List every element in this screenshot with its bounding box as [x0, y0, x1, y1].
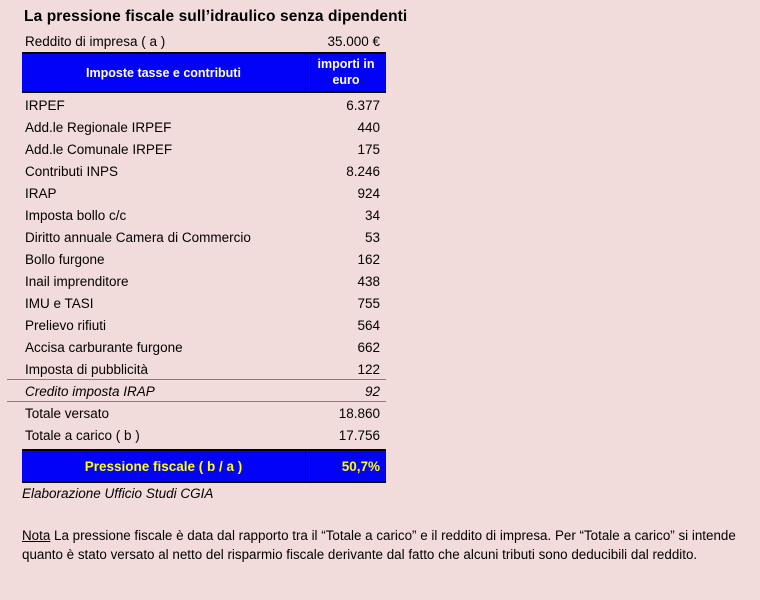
- header-value-column: importi in euro: [317, 56, 375, 87]
- row-value: 440: [357, 119, 380, 135]
- table-row: Add.le Regionale IRPEF 440: [22, 116, 386, 138]
- table-row-totale-versato: Totale versato 18.860: [7, 401, 386, 424]
- row-label: Add.le Regionale IRPEF: [25, 119, 172, 135]
- row-label: Totale versato: [25, 405, 110, 421]
- row-value: 53: [364, 229, 380, 245]
- table-row: Contributi INPS 8.246: [22, 160, 386, 182]
- header-label-column: Imposte tasse e contributi: [22, 54, 306, 91]
- row-label: Add.le Comunale IRPEF: [25, 141, 173, 157]
- row-label: IRAP: [25, 185, 57, 201]
- table-row-credito-imposta: Credito imposta IRAP 92: [7, 379, 386, 402]
- income-label: Reddito di impresa ( a ): [25, 34, 166, 49]
- row-value: 662: [357, 339, 380, 355]
- row-value: 924: [357, 185, 380, 201]
- table-row: Add.le Comunale IRPEF 175: [22, 138, 386, 160]
- table-row: IMU e TASI 755: [22, 292, 386, 314]
- footnote-text: La pressione fiscale è data dal rapporto…: [22, 528, 736, 563]
- row-value: 755: [357, 295, 380, 311]
- row-label: Credito imposta IRAP: [25, 383, 155, 399]
- table-row: Imposta bollo c/c 34: [22, 204, 386, 226]
- row-label: Diritto annuale Camera di Commercio: [25, 229, 251, 245]
- table-row-totale-a-carico: Totale a carico ( b ) 17.756: [22, 424, 386, 446]
- table-row: Prelievo rifiuti 564: [22, 314, 386, 336]
- table-row: Accisa carburante furgone 662: [22, 336, 386, 358]
- row-value: 92: [364, 383, 380, 399]
- row-value: 34: [364, 207, 380, 223]
- table-row: IRAP 924: [22, 182, 386, 204]
- row-value: 8.246: [346, 163, 380, 179]
- income-row: Reddito di impresa ( a ) 35.000 €: [22, 31, 386, 52]
- footnote: Nota La pressione fiscale è data dal rap…: [22, 526, 744, 564]
- table-row: IRPEF 6.377: [22, 94, 386, 116]
- footnote-label: Nota: [22, 528, 51, 543]
- row-label: Accisa carburante furgone: [25, 339, 183, 355]
- row-value: 564: [357, 317, 380, 333]
- row-value: 6.377: [346, 97, 380, 113]
- row-label: Prelievo rifiuti: [25, 317, 107, 333]
- document-page: La pressione fiscale sull’idraulico senz…: [7, 8, 744, 564]
- table-row: Diritto annuale Camera di Commercio 53: [22, 226, 386, 248]
- table-row: Inail imprenditore 438: [22, 270, 386, 292]
- row-label: IRPEF: [25, 97, 65, 113]
- table-row: Imposta di pubblicità 122: [22, 358, 386, 380]
- table-body: IRPEF 6.377 Add.le Regionale IRPEF 440 A…: [7, 93, 386, 448]
- row-value: 162: [357, 251, 380, 267]
- fiscal-pressure-value: 50,7%: [341, 458, 380, 474]
- row-label: Totale a carico ( b ): [25, 427, 140, 443]
- source-attribution: Elaborazione Ufficio Studi CGIA: [22, 486, 214, 501]
- row-label: Contributi INPS: [25, 163, 119, 179]
- row-label: Imposta bollo c/c: [25, 207, 127, 223]
- table-row: Bollo furgone 162: [22, 248, 386, 270]
- income-value: 35.000 €: [327, 34, 380, 49]
- table-header-row: Imposte tasse e contributi importi in eu…: [22, 52, 386, 93]
- fiscal-pressure-row: Pressione fiscale ( b / a ) 50,7%: [22, 449, 386, 483]
- row-value: 438: [357, 273, 380, 289]
- row-value: 18.860: [338, 405, 380, 421]
- row-label: Imposta di pubblicità: [25, 361, 149, 377]
- row-label: Bollo furgone: [25, 251, 105, 267]
- fiscal-pressure-label: Pressione fiscale ( b / a ): [22, 451, 306, 481]
- tax-table: Imposte tasse e contributi importi in eu…: [7, 52, 386, 483]
- row-value: 17.756: [338, 427, 380, 443]
- row-label: IMU e TASI: [25, 295, 94, 311]
- row-value: 175: [357, 141, 380, 157]
- row-label: Inail imprenditore: [25, 273, 129, 289]
- page-title: La pressione fiscale sull’idraulico senz…: [24, 8, 408, 25]
- row-value: 122: [357, 361, 380, 377]
